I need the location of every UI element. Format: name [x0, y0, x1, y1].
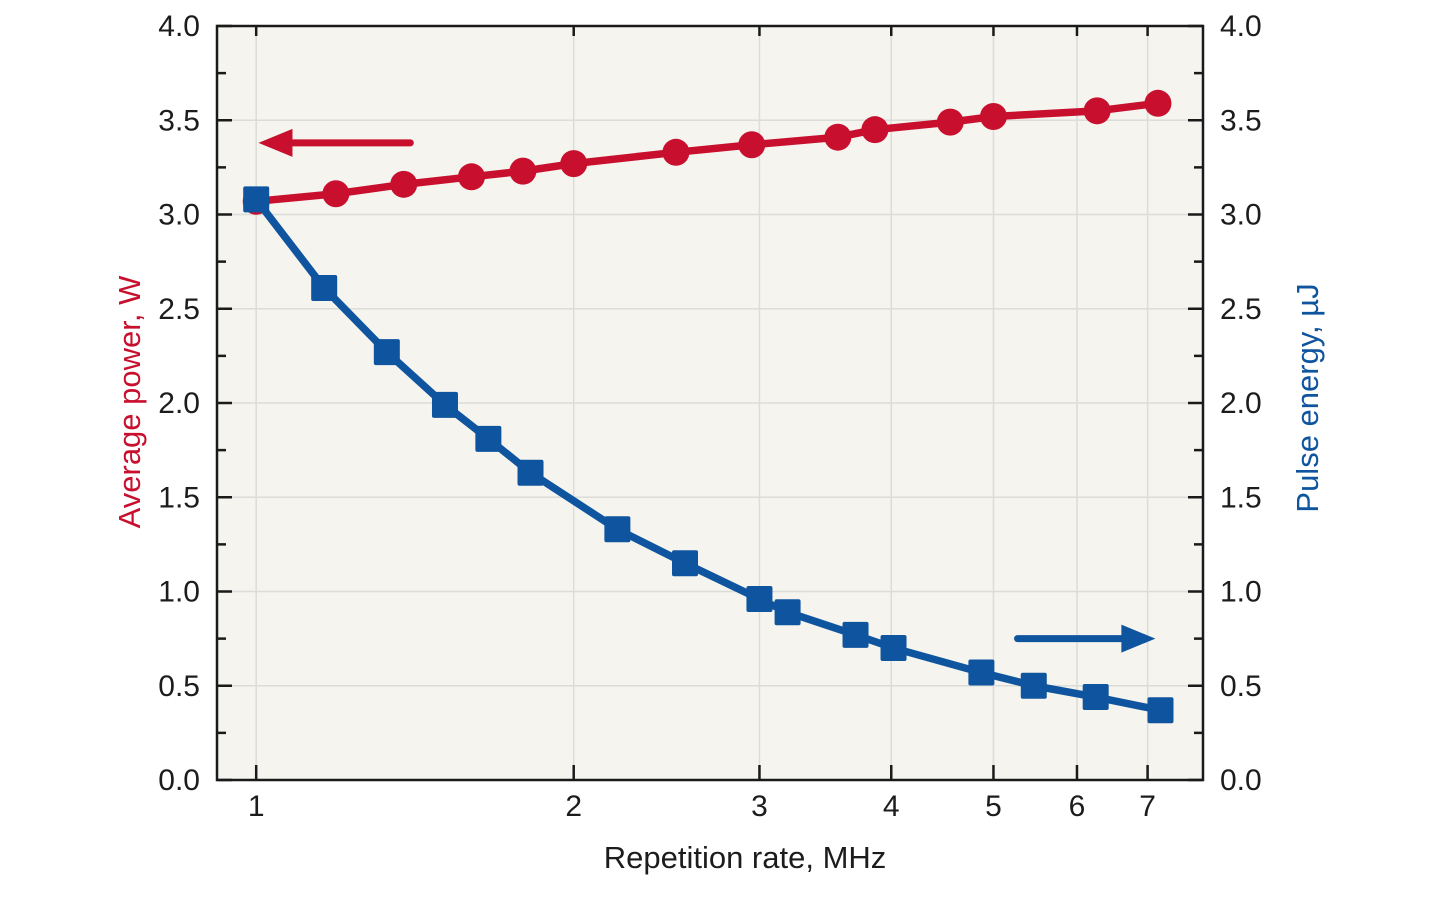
axis-ticks [217, 24, 1203, 782]
y-tick-label-right: 3.0 [1220, 199, 1262, 232]
y-tick-label-right: 2.0 [1220, 387, 1262, 420]
right-arrow-head [1121, 624, 1156, 653]
data-point-square [672, 550, 699, 577]
y-tick-label-right: 1.0 [1220, 576, 1262, 609]
y-tick-label-left: 3.0 [158, 199, 200, 232]
data-point-circle [509, 157, 537, 185]
arrow-annotations [258, 128, 1156, 653]
data-point-square [517, 459, 544, 486]
data-point-square [604, 516, 631, 543]
y-tick-label-right: 0.5 [1220, 670, 1262, 703]
data-point-square [968, 659, 995, 686]
x-tick-label: 2 [565, 790, 582, 823]
y-tick-label-left: 1.5 [158, 481, 200, 514]
data-point-square [842, 621, 869, 648]
y-tick-label-left: 3.5 [158, 104, 200, 137]
data-point-square [880, 635, 907, 662]
data-point-square [746, 586, 773, 613]
data-point-circle [560, 150, 588, 178]
x-tick-label: 7 [1139, 790, 1156, 823]
data-point-circle [824, 123, 852, 151]
data-point-square [431, 391, 458, 418]
data-point-circle [457, 163, 485, 191]
data-point-circle [979, 102, 1007, 130]
left-axis-title: Average power, W [112, 275, 147, 528]
y-tick-label-left: 2.0 [158, 387, 200, 420]
data-point-circle [861, 116, 889, 144]
y-tick-label-left: 0.0 [158, 764, 200, 797]
y-tick-label-right: 4.0 [1220, 10, 1262, 43]
data-point-square [373, 339, 400, 366]
data-point-square [243, 186, 270, 213]
data-series [242, 89, 1174, 724]
tick-labels: 1 2 3 4 5 6 7 0.0 0.0 0.5 0.5 1.0 1.0 1.5 1.5 2.0 2.0 2.5… [158, 10, 1261, 823]
data-point-circle [1083, 97, 1111, 125]
data-point-square [311, 275, 338, 302]
data-point-square [774, 599, 801, 626]
y-tick-label-right: 2.5 [1220, 293, 1262, 326]
data-point-circle [662, 138, 690, 166]
data-point-circle [322, 180, 350, 208]
x-tick-label: 6 [1069, 790, 1086, 823]
data-point-square [1020, 672, 1047, 699]
y-tick-label-right: 3.5 [1220, 104, 1262, 137]
x-tick-label: 1 [248, 790, 265, 823]
y-tick-label-right: 0.0 [1220, 764, 1262, 797]
series-line-right [252, 195, 1165, 715]
data-point-square [475, 425, 502, 452]
left-arrow-head [258, 128, 293, 157]
x-tick-label: 4 [883, 790, 900, 823]
x-axis-title: Repetition rate, MHz [604, 840, 887, 875]
data-point-circle [390, 170, 418, 198]
y-tick-label-left: 1.0 [158, 576, 200, 609]
y-tick-label-left: 0.5 [158, 670, 200, 703]
data-point-circle [738, 131, 766, 159]
x-tick-label: 5 [985, 790, 1002, 823]
y-tick-label-left: 4.0 [158, 10, 200, 43]
y-tick-label-right: 1.5 [1220, 481, 1262, 514]
data-point-square [1147, 697, 1174, 724]
data-point-circle [936, 108, 964, 136]
x-tick-label: 3 [751, 790, 768, 823]
data-point-circle [1144, 89, 1172, 117]
right-axis-title: Pulse energy, µJ [1290, 283, 1325, 512]
data-point-square [1082, 684, 1109, 711]
y-tick-label-left: 2.5 [158, 293, 200, 326]
